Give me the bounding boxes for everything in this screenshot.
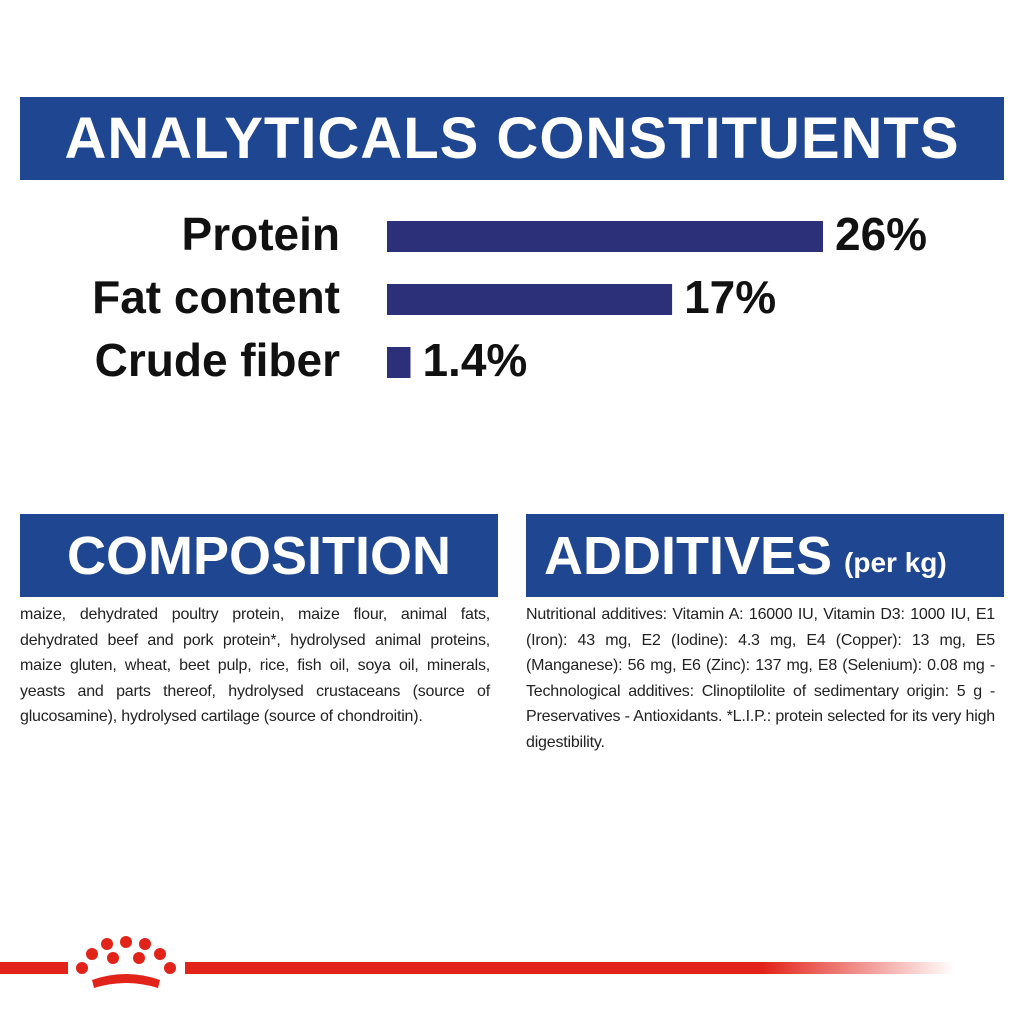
bar bbox=[387, 221, 824, 252]
category-label: Fat content bbox=[92, 271, 340, 323]
bar bbox=[387, 284, 673, 315]
chart: Protein 26% Fat content 17% Crude fiber 1.4% bbox=[92, 208, 927, 386]
composition-text: maize, dehydrated poultry protein, maize… bbox=[20, 606, 490, 726]
additives-header: ADDITIVES (per kg) bbox=[526, 514, 1004, 597]
footer bbox=[0, 936, 955, 988]
footer-line bbox=[185, 962, 955, 974]
additives-text: Nutritional additives: Vitamin A: 16000 … bbox=[526, 606, 995, 751]
chart-title: ANALYTICALS CONSTITUENTS bbox=[20, 97, 1004, 180]
category-label: Crude fiber bbox=[95, 334, 340, 386]
additives-subtitle: (per kg) bbox=[844, 546, 947, 578]
value-label: 26% bbox=[835, 208, 927, 260]
category-label: Protein bbox=[182, 208, 340, 260]
composition-title: COMPOSITION bbox=[20, 514, 498, 597]
value-label: 1.4% bbox=[422, 334, 527, 386]
footer-line bbox=[0, 962, 68, 974]
logo bbox=[76, 936, 176, 988]
additives-title: ADDITIVES bbox=[544, 525, 833, 586]
value-label: 17% bbox=[684, 271, 776, 323]
bar bbox=[387, 347, 411, 378]
